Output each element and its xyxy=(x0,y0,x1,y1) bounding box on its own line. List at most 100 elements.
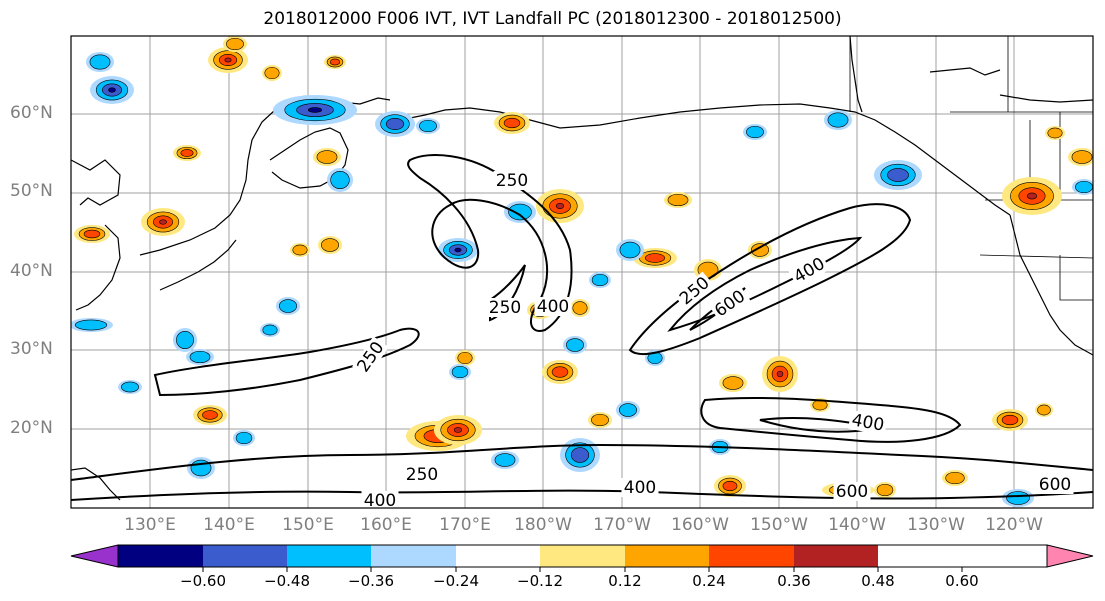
negative-anomaly-cell xyxy=(375,111,415,137)
negative-anomaly-cell xyxy=(616,401,640,419)
colorbar-label: −0.60 xyxy=(180,572,226,590)
positive-anomaly-cell xyxy=(542,360,578,384)
lat-label: 20°N xyxy=(10,418,53,438)
lon-label: 170°W xyxy=(593,515,651,535)
negative-anomaly-cell xyxy=(616,239,644,261)
positive-anomaly-cell xyxy=(874,482,896,498)
positive-anomaly-cell xyxy=(223,36,247,52)
graticule xyxy=(71,36,1093,508)
positive-anomaly-cell xyxy=(434,415,482,445)
lon-label: 140°E xyxy=(203,515,255,535)
lon-label: 130°E xyxy=(124,515,176,535)
positive-anomaly-cell xyxy=(494,112,530,134)
positive-anomaly-cell xyxy=(633,248,677,268)
colorbar-cell xyxy=(456,545,540,567)
negative-anomaly-cell xyxy=(824,110,852,130)
positive-anomaly-cell xyxy=(1035,403,1053,417)
negative-anomaly-cell xyxy=(874,160,922,190)
positive-anomaly-cell xyxy=(173,145,201,161)
positive-anomaly-cell xyxy=(719,374,747,392)
lat-label: 40°N xyxy=(10,261,53,281)
positive-anomaly-cell xyxy=(324,55,346,69)
colorbar-frame xyxy=(117,544,1048,568)
colorbar-label: 0.48 xyxy=(861,572,895,590)
colorbar-cell xyxy=(371,545,456,567)
positive-anomaly-cell xyxy=(290,243,310,257)
positive-anomaly-cell xyxy=(664,192,692,208)
lon-label: 170°E xyxy=(439,515,491,535)
colorbar-cell xyxy=(118,545,203,567)
negative-anomaly-cell xyxy=(90,76,134,104)
positive-anomaly-cell xyxy=(1002,177,1062,215)
colorbar-cell xyxy=(709,545,794,567)
lon-label: 160°W xyxy=(671,515,729,535)
lon-label: 140°W xyxy=(828,515,886,535)
positive-anomaly-cell xyxy=(193,405,227,425)
negative-anomaly-cell xyxy=(276,297,300,315)
lon-label: 180°W xyxy=(514,515,572,535)
negative-anomaly-cell xyxy=(563,336,587,354)
positive-anomaly-cell xyxy=(992,409,1028,431)
colorbar-cell xyxy=(287,545,371,567)
colorbar-label: −0.24 xyxy=(433,572,479,590)
contour-label: 250 xyxy=(406,465,438,485)
coastlines xyxy=(71,36,1093,501)
lon-label: 120°W xyxy=(985,515,1043,535)
contour-label: 600 xyxy=(836,482,868,502)
lat-label: 60°N xyxy=(10,103,53,123)
negative-anomaly-cell xyxy=(118,380,142,394)
positive-anomaly-cell xyxy=(318,236,342,254)
negative-anomaly-cell xyxy=(327,168,353,192)
contour-label: 250 xyxy=(496,171,528,191)
map-frame xyxy=(70,35,1094,509)
positive-anomaly-cell xyxy=(313,148,341,166)
negative-anomaly-cell xyxy=(71,318,113,332)
positive-anomaly-cell xyxy=(762,356,798,392)
colorbar-extend-high xyxy=(1046,544,1094,568)
positive-anomaly-cell xyxy=(536,189,584,223)
positive-anomaly-cell xyxy=(714,475,746,497)
negative-anomaly-cell xyxy=(560,438,600,472)
positive-anomaly-cell xyxy=(208,47,248,73)
contour-label: 600 xyxy=(1039,475,1071,495)
colorbar-cell xyxy=(203,545,287,567)
lat-label: 30°N xyxy=(10,339,53,359)
negative-anomaly-cell xyxy=(173,328,197,352)
positive-anomaly-cell xyxy=(588,412,612,428)
positive-anomaly-cell xyxy=(570,299,590,317)
positive-anomaly-cell xyxy=(455,350,475,366)
negative-anomaly-cell xyxy=(438,238,478,262)
colorbar-label: 0.24 xyxy=(692,572,726,590)
colorbar-cell xyxy=(625,545,709,567)
positive-anomaly-cell xyxy=(942,470,968,486)
contour-label: 250 xyxy=(489,298,521,318)
lon-label: 150°E xyxy=(282,515,334,535)
lon-label: 130°W xyxy=(907,515,965,535)
colorbar-ticks xyxy=(202,567,963,572)
negative-anomaly-cell xyxy=(233,430,255,446)
negative-anomaly-cell xyxy=(186,349,214,365)
contour-label: 400 xyxy=(364,491,396,511)
map-title: 2018012000 F006 IVT, IVT Landfall PC (20… xyxy=(263,9,842,29)
lon-label: 150°W xyxy=(750,515,808,535)
colorbar-cell xyxy=(540,545,625,567)
negative-anomaly-cell xyxy=(1072,179,1093,195)
negative-anomaly-cell xyxy=(273,95,357,125)
positive-anomaly-cell xyxy=(262,65,282,81)
lon-label: 160°E xyxy=(360,515,412,535)
negative-anomaly-cell xyxy=(187,457,215,479)
negative-anomaly-cell xyxy=(491,451,519,469)
contour-label: 400 xyxy=(537,297,569,317)
colorbar-label: −0.48 xyxy=(264,572,310,590)
negative-anomaly-cell xyxy=(504,201,536,223)
negative-anomaly-cell xyxy=(86,52,114,72)
colorbar-label: −0.36 xyxy=(348,572,394,590)
positive-anomaly-cell xyxy=(141,208,185,236)
lat-label: 50°N xyxy=(10,181,53,201)
colorbar-label: 0.60 xyxy=(945,572,979,590)
positive-anomaly-cell xyxy=(74,225,110,243)
positive-anomaly-cell xyxy=(748,241,772,259)
positive-anomaly-cell xyxy=(1068,148,1093,166)
negative-anomaly-cell xyxy=(449,364,471,380)
positive-anomaly-cell xyxy=(1045,126,1065,140)
